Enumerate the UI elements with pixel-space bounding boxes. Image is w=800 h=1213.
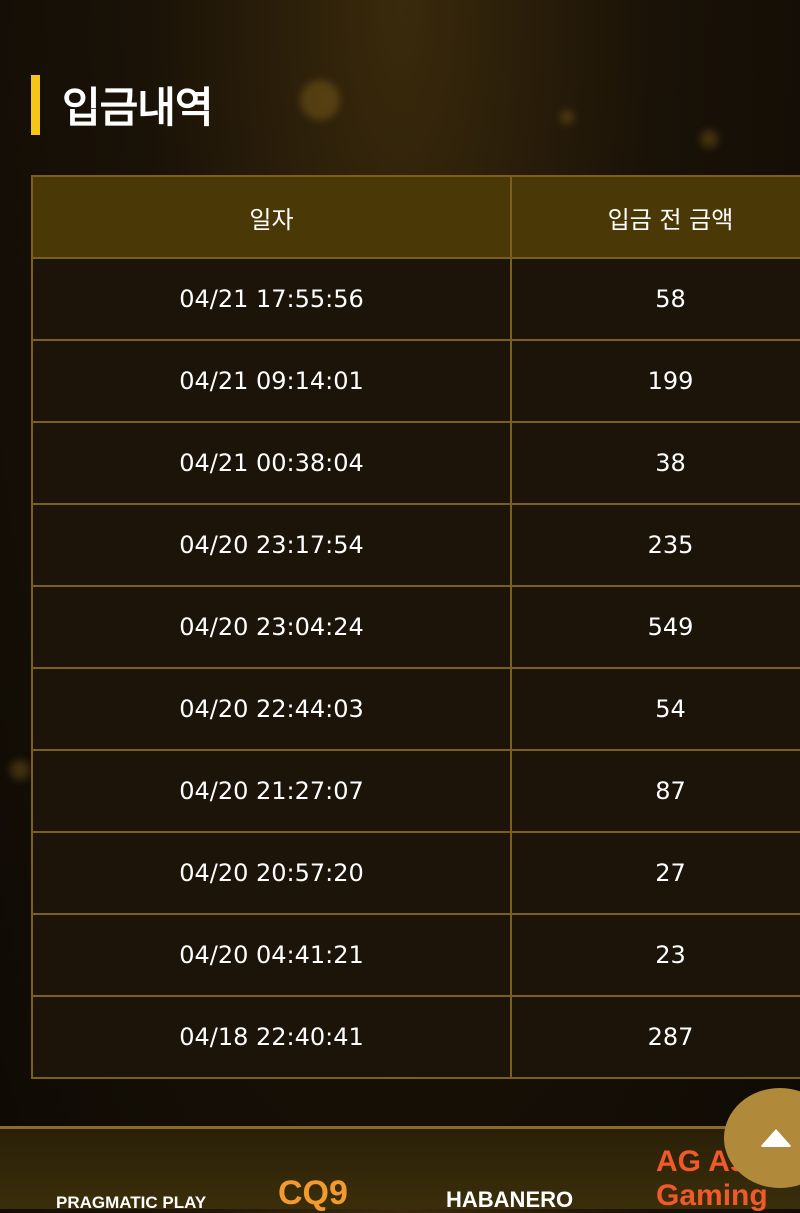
cell-date: 04/18 22:40:41 <box>31 995 512 1079</box>
table-row: 04/21 17:55:56 58 <box>31 257 800 341</box>
table-row: 04/20 20:57:20 27 <box>31 831 800 915</box>
table-row: 04/18 22:40:41 287 <box>31 995 800 1079</box>
cell-amount: 199 <box>510 339 800 423</box>
table-row: 04/21 00:38:04 38 <box>31 421 800 505</box>
cell-amount: 38 <box>510 421 800 505</box>
table-row: 04/20 21:27:07 87 <box>31 749 800 833</box>
title-accent-bar <box>31 74 40 135</box>
cell-amount: 287 <box>510 995 800 1079</box>
cell-amount: 58 <box>510 257 800 341</box>
cell-date: 04/21 09:14:01 <box>31 339 512 423</box>
cell-date: 04/20 04:41:21 <box>31 913 512 997</box>
cell-amount: 27 <box>510 831 800 915</box>
cell-amount: 23 <box>510 913 800 997</box>
deposit-history-table: 일자 입금 전 금액 04/21 17:55:56 58 04/21 09:14:0… <box>31 175 800 1079</box>
cell-date: 04/20 22:44:03 <box>31 667 512 751</box>
logo-cq9: CQ9 <box>278 1174 348 1212</box>
cell-date: 04/20 23:04:24 <box>31 585 512 669</box>
column-header-date: 일자 <box>31 175 512 259</box>
triangle-up-icon <box>760 1129 792 1147</box>
footer-provider-logos: PRAGMATIC PLAY CQ9 HABANERO AG Asia Gami… <box>0 1126 800 1212</box>
table-row: 04/21 09:14:01 199 <box>31 339 800 423</box>
cell-amount: 549 <box>510 585 800 669</box>
cell-amount: 87 <box>510 749 800 833</box>
column-header-amount: 입금 전 금액 <box>510 175 800 259</box>
cell-amount: 54 <box>510 667 800 751</box>
table-row: 04/20 23:17:54 235 <box>31 503 800 587</box>
cell-date: 04/20 23:17:54 <box>31 503 512 587</box>
cell-date: 04/21 00:38:04 <box>31 421 512 505</box>
cell-date: 04/21 17:55:56 <box>31 257 512 341</box>
page-title-wrap: 입금내역 <box>31 74 214 135</box>
table-row: 04/20 23:04:24 549 <box>31 585 800 669</box>
cell-amount: 235 <box>510 503 800 587</box>
cell-date: 04/20 20:57:20 <box>31 831 512 915</box>
logo-pragmatic-play: PRAGMATIC PLAY <box>56 1193 207 1212</box>
logo-habanero: HABANERO <box>446 1187 574 1212</box>
table-row: 04/20 04:41:21 23 <box>31 913 800 997</box>
cell-date: 04/20 21:27:07 <box>31 749 512 833</box>
table-row: 04/20 22:44:03 54 <box>31 667 800 751</box>
page-title: 입금내역 <box>62 83 214 132</box>
